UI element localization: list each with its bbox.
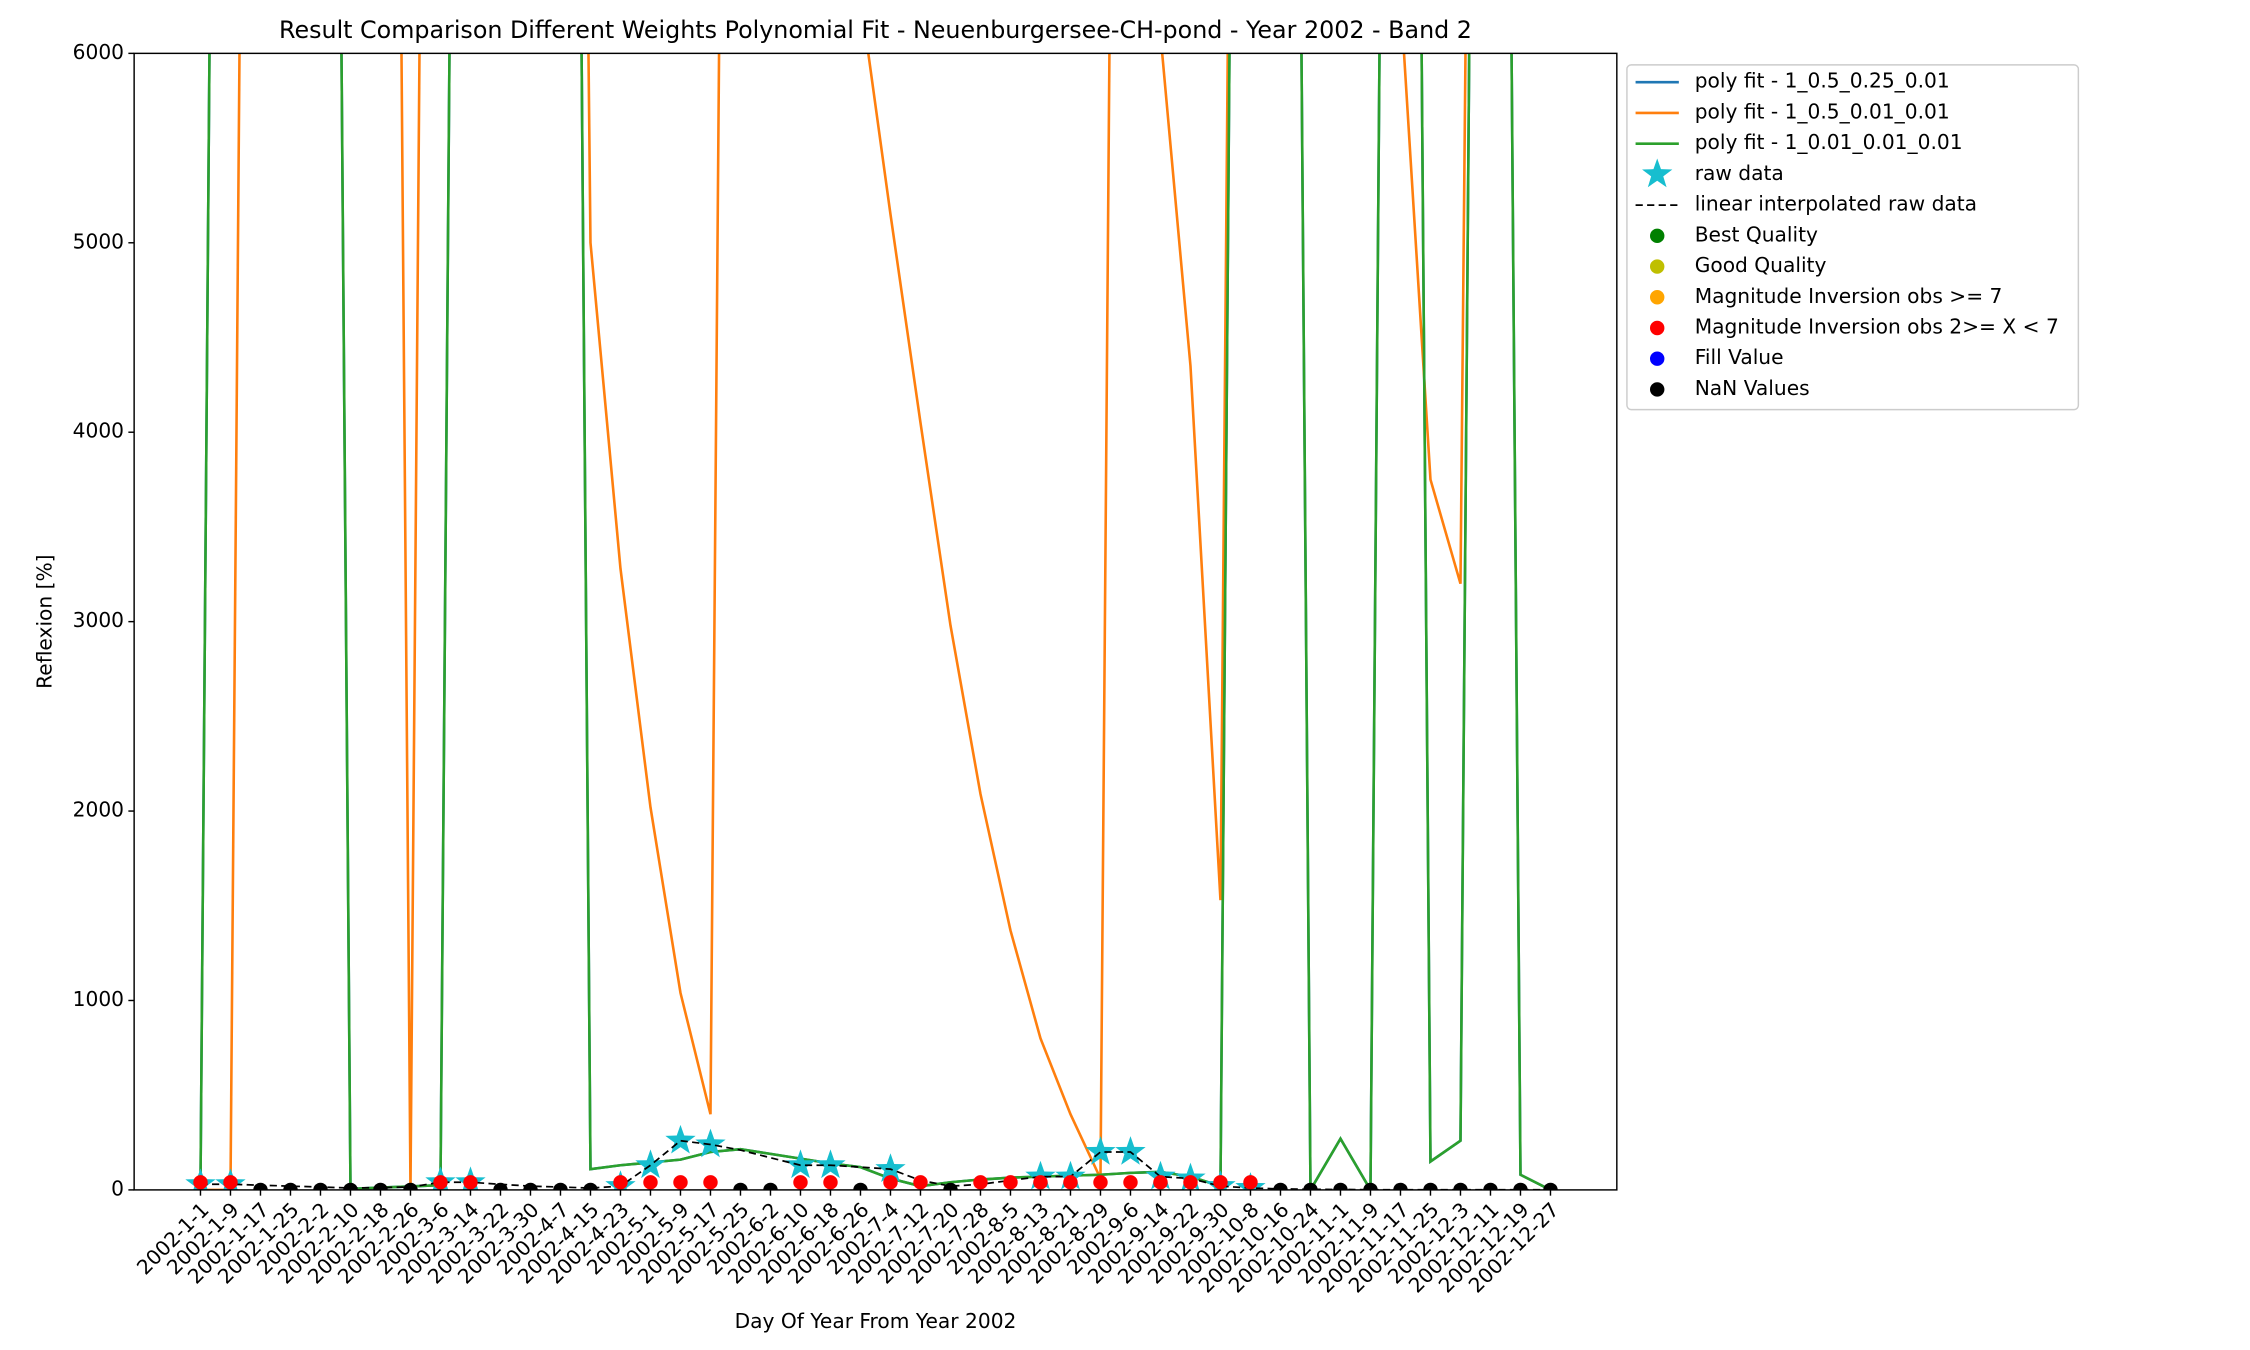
quality-dot [283, 1182, 298, 1190]
quality-dot [1153, 1175, 1168, 1190]
legend-label: poly fit - 1_0.5_0.25_0.01 [1695, 69, 1950, 93]
quality-dot [223, 1175, 238, 1190]
quality-dot [1483, 1182, 1498, 1190]
quality-dot [973, 1175, 988, 1190]
quality-dot [403, 1182, 418, 1190]
quality-dot [1093, 1175, 1108, 1190]
legend-swatch [1650, 320, 1665, 336]
legend-label: Good Quality [1695, 253, 1827, 277]
y-tick-label: 2000 [73, 798, 124, 822]
quality-dot [943, 1182, 958, 1190]
quality-dot [883, 1175, 898, 1190]
quality-dot [1213, 1175, 1228, 1190]
legend-label: Magnitude Inversion obs 2>= X < 7 [1695, 314, 2059, 338]
legend-label: raw data [1695, 161, 1784, 185]
raw-star [695, 1128, 726, 1158]
legend-label: linear interpolated raw data [1695, 192, 1977, 216]
legend-label: NaN Values [1695, 376, 1810, 400]
quality-dot [313, 1182, 328, 1190]
quality-dot [493, 1182, 508, 1190]
quality-dot [733, 1182, 748, 1190]
y-tick-label: 3000 [73, 608, 124, 632]
quality-dot [1423, 1182, 1438, 1190]
quality-dot [463, 1175, 478, 1190]
raw-star [875, 1153, 906, 1182]
legend-label: poly fit - 1_0.01_0.01_0.01 [1695, 130, 1963, 154]
quality-dot [913, 1175, 928, 1190]
quality-dot [1543, 1182, 1558, 1190]
quality-dot [613, 1175, 628, 1190]
y-tick-label: 6000 [73, 40, 124, 64]
quality-dot [1393, 1182, 1408, 1190]
quality-dot [823, 1175, 838, 1190]
quality-dot [1183, 1175, 1198, 1190]
quality-dot [1033, 1175, 1048, 1190]
quality-dot [193, 1175, 208, 1190]
quality-dot [1273, 1182, 1288, 1190]
quality-dot [523, 1182, 538, 1190]
quality-dot [703, 1175, 718, 1190]
raw-star [1085, 1136, 1116, 1165]
quality-dot [1063, 1175, 1078, 1190]
quality-dot [1303, 1182, 1318, 1190]
legend-label: Magnitude Inversion obs >= 7 [1695, 284, 2003, 308]
raw-star [815, 1149, 846, 1179]
raw-star [785, 1149, 816, 1179]
chart-title: Result Comparison Different Weights Poly… [279, 16, 1472, 44]
quality-dot [1513, 1182, 1528, 1190]
quality-dot [763, 1182, 778, 1190]
y-tick-label: 4000 [73, 419, 124, 443]
legend-swatch [1642, 158, 1673, 188]
legend-label: Fill Value [1695, 345, 1784, 369]
raw-star [665, 1124, 696, 1154]
y-axis-label: Reflexion [%] [33, 554, 57, 688]
fit-line [200, 53, 1467, 1190]
fit-line [199, 53, 1552, 1190]
quality-dot [793, 1175, 808, 1190]
quality-dot [553, 1182, 568, 1190]
legend-swatch [1650, 351, 1665, 366]
raw-star [635, 1149, 666, 1179]
legend-label: poly fit - 1_0.5_0.01_0.01 [1695, 99, 1950, 123]
quality-dot [1123, 1175, 1138, 1190]
quality-dot [1243, 1175, 1258, 1190]
legend-swatch [1650, 259, 1665, 274]
quality-dot [1453, 1182, 1468, 1190]
quality-dot [643, 1175, 658, 1190]
quality-dot [583, 1182, 598, 1190]
quality-dot [253, 1182, 268, 1190]
y-tick-label: 5000 [73, 229, 124, 253]
quality-dot [433, 1175, 448, 1190]
y-tick-label: 0 [111, 1176, 124, 1200]
x-axis-label: Day Of Year From Year 2002 [735, 1309, 1017, 1333]
legend-swatch [1650, 382, 1665, 397]
plot-area [185, 53, 1558, 1190]
quality-dot [343, 1182, 358, 1190]
quality-dot [853, 1182, 868, 1190]
quality-dot [1363, 1182, 1378, 1190]
legend-label: Best Quality [1695, 222, 1818, 246]
legend-swatch [1650, 290, 1665, 305]
legend-box [1626, 64, 2080, 411]
legend-swatch [1650, 228, 1665, 244]
raw-star [1115, 1136, 1146, 1165]
quality-dot [673, 1175, 688, 1190]
y-tick-label: 1000 [73, 987, 124, 1011]
quality-dot [1333, 1182, 1348, 1190]
quality-dot [373, 1182, 388, 1190]
quality-dot [1003, 1175, 1018, 1190]
